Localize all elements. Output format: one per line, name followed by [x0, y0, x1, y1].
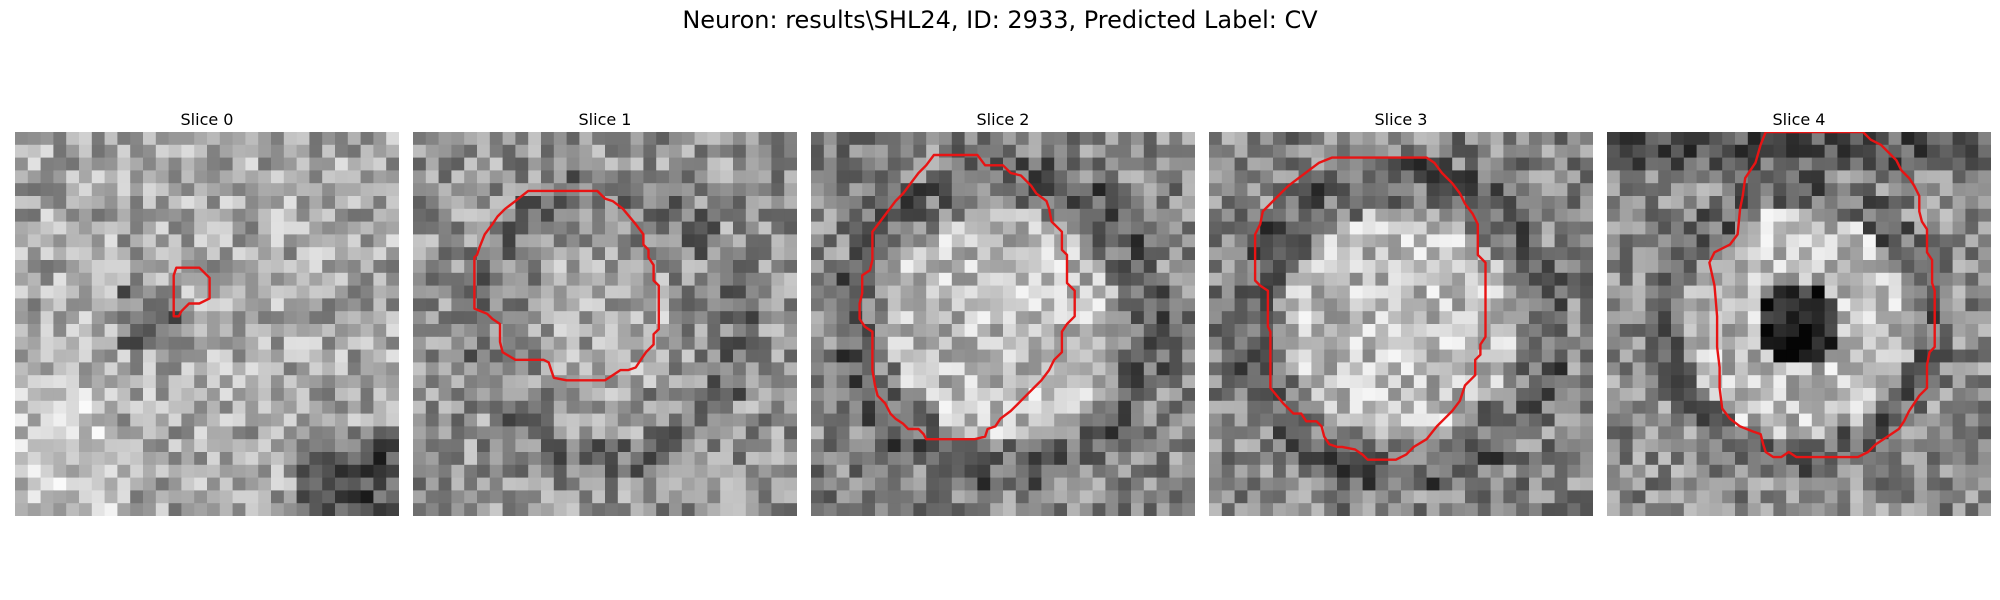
roi-contour-0 [172, 266, 211, 318]
slice-image-3 [1209, 132, 1593, 516]
figure-title: Neuron: results\SHL24, ID: 2933, Predict… [682, 6, 1318, 34]
slice-pixels-2 [811, 132, 1195, 516]
slice-panel-1: Slice 1 [413, 108, 797, 516]
slice-title-1: Slice 1 [578, 110, 632, 129]
slice-image-2 [811, 132, 1195, 516]
roi-contour-3 [1253, 156, 1487, 461]
slice-pixels-0 [15, 132, 399, 516]
slice-title-0: Slice 0 [180, 110, 234, 129]
slice-title-3: Slice 3 [1374, 110, 1428, 129]
roi-contour-1 [473, 189, 661, 382]
slice-image-0 [15, 132, 399, 516]
slice-panel-4: Slice 4 [1607, 108, 1991, 516]
slice-title-4: Slice 4 [1772, 110, 1826, 129]
slice-panel-2: Slice 2 [811, 108, 1195, 516]
slice-title-2: Slice 2 [976, 110, 1030, 129]
slice-panel-0: Slice 0 [15, 108, 399, 516]
slice-pixels-1 [413, 132, 797, 516]
roi-contour-4 [1708, 132, 1936, 459]
slice-pixels-4 [1607, 132, 1991, 516]
roi-contour-2 [858, 153, 1076, 441]
slice-panel-3: Slice 3 [1209, 108, 1593, 516]
slice-image-1 [413, 132, 797, 516]
slice-pixels-3 [1209, 132, 1593, 516]
slice-image-4 [1607, 132, 1991, 516]
